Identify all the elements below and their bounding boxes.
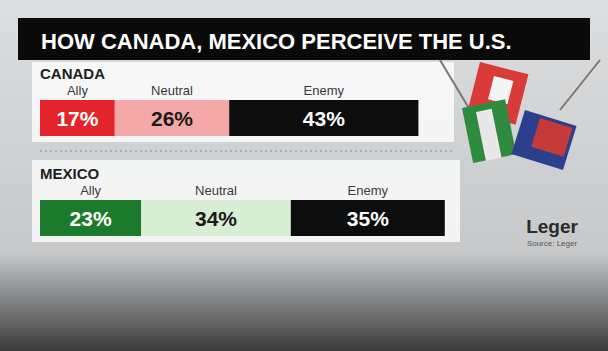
svg-text:Ally: Ally: [80, 183, 101, 198]
svg-text:Neutral: Neutral: [151, 83, 193, 98]
svg-text:17%: 17%: [56, 107, 98, 130]
svg-text:34%: 34%: [195, 207, 237, 230]
svg-text:HOW CANADA, MEXICO PERCEIVE TH: HOW CANADA, MEXICO PERCEIVE THE U.S.: [41, 29, 512, 54]
svg-text:26%: 26%: [151, 107, 193, 130]
svg-text:Source: Leger: Source: Leger: [527, 239, 578, 248]
svg-text:Leger: Leger: [526, 216, 578, 237]
svg-text:43%: 43%: [303, 107, 345, 130]
svg-text:Enemy: Enemy: [304, 83, 345, 98]
svg-text:MEXICO: MEXICO: [40, 165, 100, 182]
svg-text:Ally: Ally: [67, 83, 88, 98]
svg-text:35%: 35%: [347, 207, 389, 230]
svg-text:23%: 23%: [70, 207, 112, 230]
svg-text:Enemy: Enemy: [348, 183, 389, 198]
svg-text:CANADA: CANADA: [40, 65, 105, 82]
svg-text:Neutral: Neutral: [195, 183, 237, 198]
